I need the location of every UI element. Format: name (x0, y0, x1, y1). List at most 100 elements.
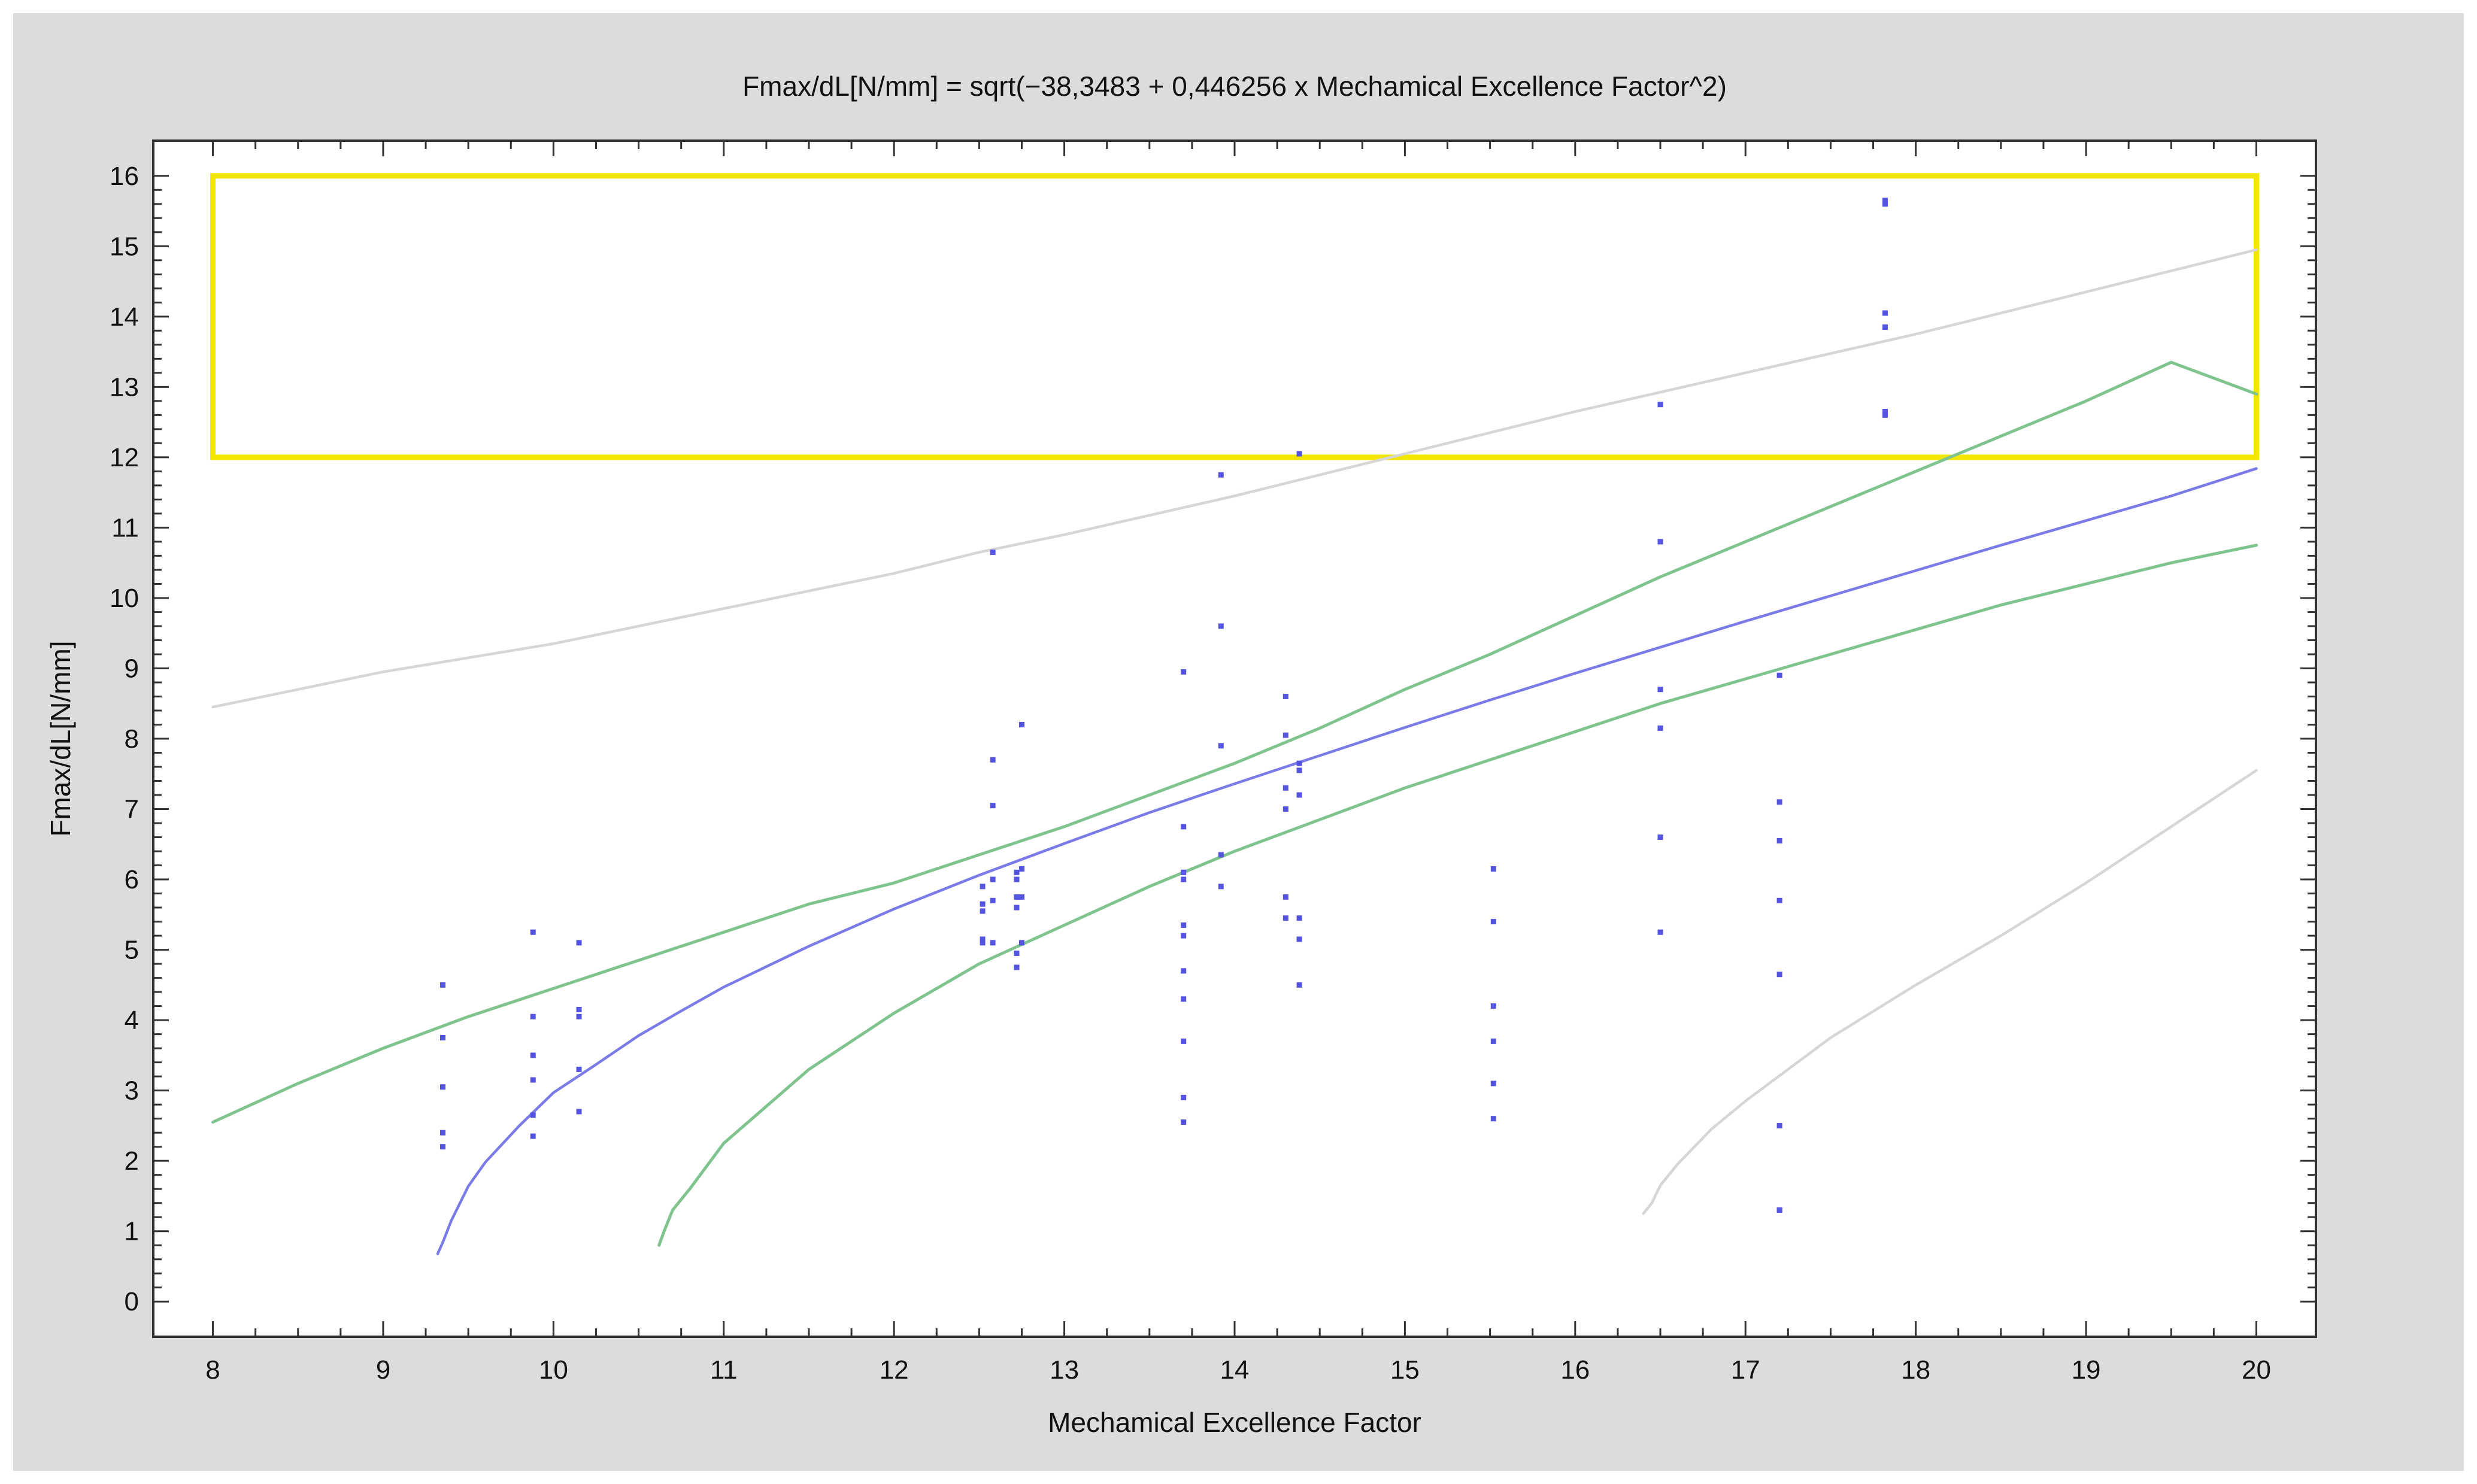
data-point (1014, 964, 1020, 970)
x-tick-label: 18 (1901, 1355, 1930, 1385)
data-point (1657, 929, 1663, 935)
data-point (1018, 940, 1024, 946)
y-tick-label: 4 (125, 1006, 139, 1035)
x-tick-label: 8 (205, 1355, 220, 1385)
data-point (1490, 919, 1496, 925)
data-point (530, 1112, 536, 1118)
data-point (1776, 1207, 1782, 1213)
data-point (1776, 672, 1782, 678)
data-point (1181, 1038, 1187, 1044)
data-point (1218, 884, 1224, 890)
data-point (1014, 950, 1020, 956)
data-point (1218, 623, 1224, 629)
y-tick-label: 0 (125, 1287, 139, 1316)
data-point (1181, 996, 1187, 1002)
x-tick-label: 15 (1390, 1355, 1420, 1385)
y-tick-label: 3 (125, 1076, 139, 1106)
data-point (530, 1052, 536, 1058)
data-point (439, 1084, 445, 1090)
data-points (439, 198, 1888, 1213)
y-tick-label: 12 (110, 443, 139, 472)
x-tick-label: 12 (880, 1355, 909, 1385)
y-tick-label: 2 (125, 1146, 139, 1176)
data-point (990, 803, 996, 809)
data-point (990, 757, 996, 763)
data-point (1283, 732, 1288, 738)
data-point (1181, 824, 1187, 830)
data-point (1181, 922, 1187, 928)
data-point (1296, 915, 1302, 921)
data-point (439, 1130, 445, 1136)
data-point (1296, 451, 1302, 457)
data-point (1218, 743, 1224, 749)
data-point (1490, 866, 1496, 872)
data-point (576, 1013, 582, 1019)
data-point (530, 1013, 536, 1019)
x-tick-label: 9 (376, 1355, 390, 1385)
data-point (1181, 876, 1187, 882)
y-tick-label: 6 (125, 865, 139, 894)
data-point (530, 929, 536, 935)
data-point (1882, 324, 1888, 330)
data-point (439, 1035, 445, 1040)
x-tick-label: 17 (1731, 1355, 1760, 1385)
data-point (1181, 968, 1187, 974)
data-point (1882, 408, 1888, 414)
data-point (1490, 1038, 1496, 1044)
data-point (1283, 894, 1288, 900)
y-tick-label: 16 (110, 162, 139, 191)
data-point (1181, 669, 1187, 675)
data-point (1657, 687, 1663, 693)
chart-title: Fmax/dL[N/mm] = sqrt(−38,3483 + 0,446256… (742, 71, 1727, 102)
data-point (1018, 721, 1024, 727)
data-point (1657, 834, 1663, 840)
data-point (980, 884, 986, 890)
x-tick-label: 20 (2242, 1355, 2271, 1385)
data-point (1018, 894, 1024, 900)
data-point (1181, 933, 1187, 939)
y-tick-label: 14 (110, 302, 139, 332)
data-point (1776, 1122, 1782, 1128)
data-point (1882, 198, 1888, 204)
data-point (1776, 837, 1782, 843)
prediction-upper-line (211, 248, 2258, 709)
x-tick-label: 16 (1560, 1355, 1590, 1385)
data-point (1657, 725, 1663, 731)
data-point (1014, 876, 1020, 882)
data-point (990, 897, 996, 903)
y-tick-label: 7 (125, 795, 139, 824)
prediction-lower-line (1642, 769, 2258, 1215)
data-point (1014, 894, 1020, 900)
data-point (1283, 915, 1288, 921)
data-point (1218, 472, 1224, 478)
data-point (530, 1077, 536, 1083)
y-tick-label: 1 (125, 1217, 139, 1246)
data-point (1283, 785, 1288, 791)
data-point (439, 1144, 445, 1150)
x-tick-label: 19 (2072, 1355, 2101, 1385)
data-point (1490, 1116, 1496, 1122)
data-point (1181, 1119, 1187, 1125)
data-point (1882, 201, 1888, 207)
data-point (576, 940, 582, 946)
data-point (1657, 539, 1663, 545)
x-tick-label: 13 (1050, 1355, 1079, 1385)
x-tick-label: 14 (1220, 1355, 1250, 1385)
curve-lines (211, 248, 2258, 1255)
y-tick-label: 11 (111, 513, 139, 542)
data-point (980, 936, 986, 942)
data-point (576, 1066, 582, 1072)
data-point (980, 940, 986, 946)
data-point (1490, 1003, 1496, 1009)
data-point (1181, 1094, 1187, 1100)
y-tick-label: 15 (110, 232, 139, 261)
data-point (1283, 806, 1288, 812)
data-point (1776, 897, 1782, 903)
data-point (980, 901, 986, 907)
data-point (1296, 767, 1302, 773)
x-axis-label: Mechamical Excellence Factor (1048, 1407, 1421, 1438)
y-axis-label: Fmax/dL[N/mm] (45, 641, 76, 836)
data-point (1882, 310, 1888, 316)
data-point (1218, 852, 1224, 858)
